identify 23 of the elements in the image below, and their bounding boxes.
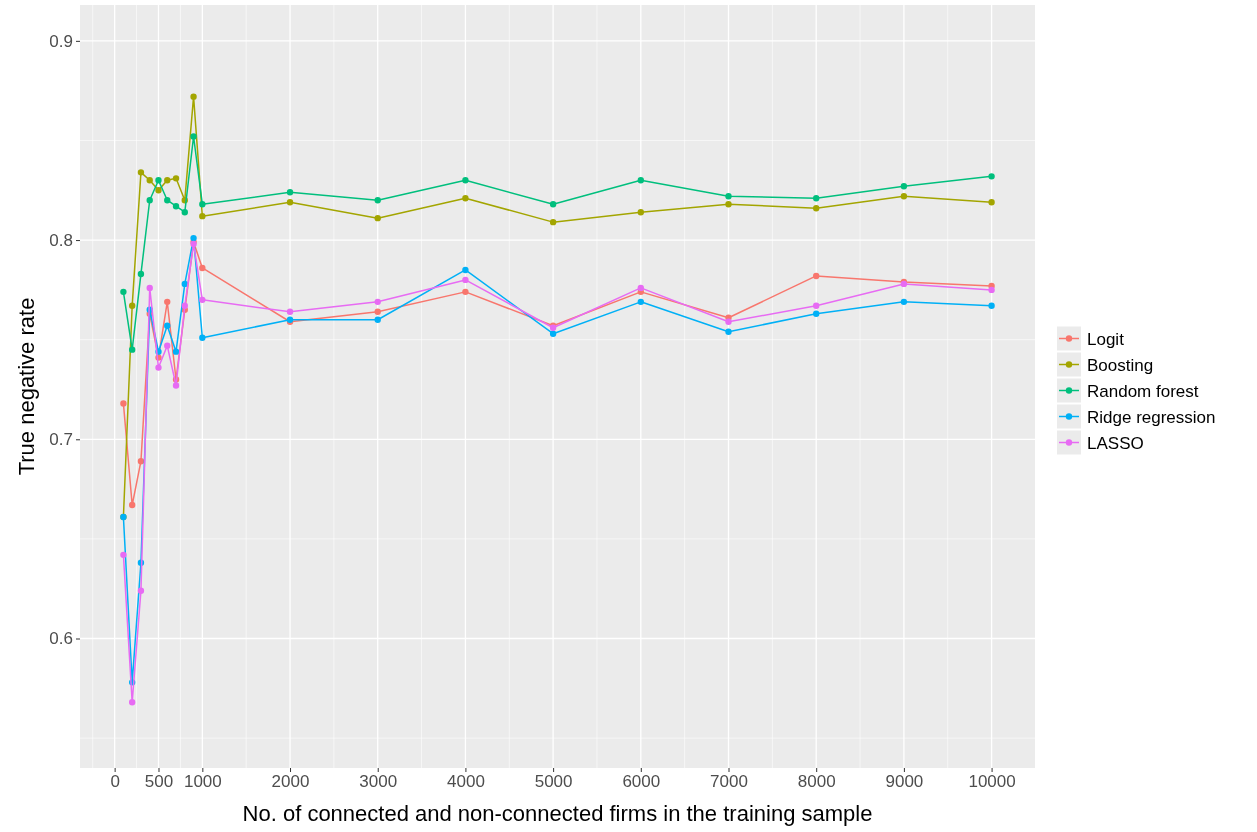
x-tick-label: 6000 <box>622 772 661 792</box>
legend-label: LASSO <box>1087 433 1144 453</box>
y-axis-title: True negative rate <box>14 297 39 476</box>
legend-label: Logit <box>1087 329 1125 349</box>
x-tick-label: 2000 <box>271 772 310 792</box>
x-tick-label: 5000 <box>534 772 573 792</box>
y-tick-label: 0.9 <box>49 31 73 51</box>
legend-label: Boosting <box>1087 355 1154 375</box>
y-tick-label: 0.6 <box>49 629 73 649</box>
legend-label: Random forest <box>1087 381 1199 401</box>
x-tick-label: 500 <box>144 772 174 792</box>
x-axis-title: No. of connected and non-connected firms in the training sample <box>242 801 873 826</box>
legend-label: Ridge regression <box>1087 407 1216 427</box>
y-tick-label: 0.7 <box>49 430 73 450</box>
x-tick-label: 1000 <box>183 772 222 792</box>
y-tick-label: 0.8 <box>49 231 73 251</box>
x-tick-label: 4000 <box>447 772 485 792</box>
x-tick-label: 7000 <box>710 772 748 792</box>
x-tick-label: 0 <box>110 772 120 792</box>
x-tick-label: 8000 <box>797 772 836 792</box>
x-tick-label: 3000 <box>359 772 398 792</box>
x-tick-label: 10000 <box>968 772 1016 792</box>
x-tick-label: 9000 <box>885 772 924 792</box>
